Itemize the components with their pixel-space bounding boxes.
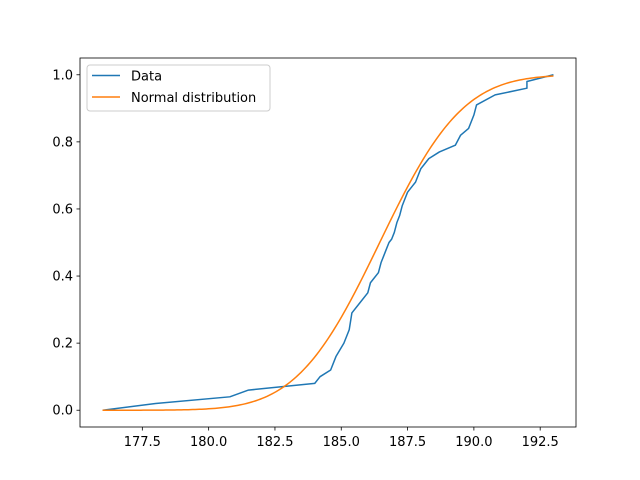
y-tick-label: 0.4 [52,270,73,285]
legend-box [86,64,271,112]
x-tick-label: 190.0 [455,435,492,450]
legend: Data Normal distribution [86,64,271,112]
legend-label-data: Data [131,70,162,85]
series-layer [102,74,554,411]
data-line [102,74,554,411]
axes-layer [79,57,577,428]
x-tick-label: 177.5 [124,435,161,450]
x-tick-label: 180.0 [190,435,227,450]
y-tick-label: 0.0 [52,404,73,419]
x-tick-label: 185.0 [323,435,360,450]
normal-distribution-line [102,75,554,411]
legend-label-normal: Normal distribution [131,91,256,106]
y-axis-ticks: 0.0 0.2 0.4 0.6 0.8 1.0 [52,68,80,419]
y-tick-label: 0.6 [52,202,73,217]
y-tick-label: 0.8 [52,135,73,150]
y-tick-label: 0.2 [52,337,73,352]
x-tick-label: 187.5 [389,435,426,450]
axes-frame [79,57,577,428]
x-axis-ticks: 177.5 180.0 182.5 185.0 187.5 190.0 192.5 [124,427,559,450]
plot-area [80,58,576,427]
x-tick-label: 182.5 [256,435,293,450]
y-tick-label: 1.0 [52,68,73,83]
x-tick-label: 192.5 [522,435,559,450]
